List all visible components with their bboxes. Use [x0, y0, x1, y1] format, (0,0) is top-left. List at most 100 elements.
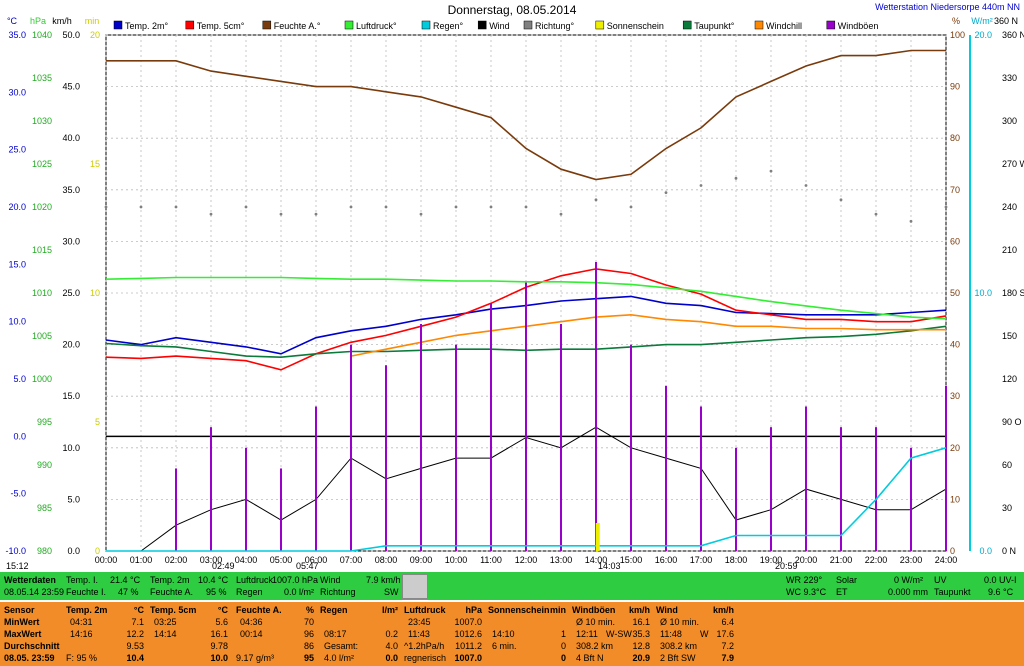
direction-point: [524, 205, 528, 209]
legend-label-1: Temp. 5cm°: [197, 21, 245, 31]
direction-point: [244, 205, 248, 209]
hpa-tick-3: 1025: [32, 159, 52, 169]
wind-avg10-value: 6.4: [721, 617, 734, 627]
legend-swatch-3: [344, 20, 354, 30]
direction-point: [874, 212, 878, 216]
feuchte-i-label: Feuchte I.: [66, 587, 107, 597]
kmh-tick-8: 10.0: [62, 443, 80, 453]
direction-point: [839, 198, 843, 202]
wind-avg: 7.2: [721, 641, 734, 651]
kmh-tick-5: 25.0: [62, 288, 80, 298]
solar-value: 0 W/m²: [894, 575, 923, 585]
hum-tick-6: 40: [950, 340, 960, 350]
hum-tick-10: 0: [950, 546, 955, 556]
sun-tick-1: 15: [90, 159, 100, 169]
hpa-tick-4: 1020: [32, 202, 52, 212]
feuchte-max-time: 00:14: [240, 629, 263, 639]
legend-label-5: Wind: [489, 21, 510, 31]
wind-max-value: 17.6: [716, 629, 734, 639]
feuchte-a-label: Feuchte A.: [150, 587, 194, 597]
wind-value: 7.9 km/h: [366, 575, 401, 585]
x-tick-6: 06:00: [305, 555, 328, 565]
x-tick-0: 00:00: [95, 555, 118, 565]
uv-value: 0.0 UV-I: [984, 575, 1017, 585]
axis-unit-5: W/m²: [971, 16, 993, 26]
windboen-max-dir: W-SW: [606, 629, 632, 639]
direction-point: [594, 198, 598, 202]
x-tick-12: 12:00: [515, 555, 538, 565]
solar-label: Solar: [836, 575, 858, 585]
dir-tick-11: 30: [1002, 503, 1012, 513]
direction-point: [489, 205, 493, 209]
series-line-9: [106, 447, 947, 552]
direction-point: [314, 212, 318, 216]
wind-max-time: 11:48: [660, 629, 682, 639]
temp2m-unit: °C: [133, 605, 144, 615]
luftdruck-avg: 1011.2: [455, 641, 482, 651]
direction-point: [734, 176, 738, 180]
direction-point: [944, 205, 948, 209]
regen-avg-label: Gesamt:: [324, 641, 359, 651]
hum-tick-2: 80: [950, 133, 960, 143]
regen-total: 4.0: [385, 641, 398, 651]
sunshine-bar: [595, 523, 600, 551]
direction-point: [699, 184, 703, 187]
hpa-tick-10: 990: [37, 460, 52, 470]
kmh-tick-0: 50.0: [62, 30, 80, 40]
x-tick-23: 23:00: [900, 555, 923, 565]
temp-tick-4: 15.0: [8, 259, 26, 269]
kmh-tick-9: 5.0: [67, 494, 80, 504]
temp2m-current: 10.4: [126, 653, 144, 663]
x-tick-1: 01:00: [130, 555, 153, 565]
feuchte-avg: 86: [303, 641, 314, 651]
legend-label-6: Richtung°: [535, 21, 575, 31]
annotation-4: 20:59: [775, 561, 798, 570]
statistics-table: Sensor MinWert MaxWert Durchschnitt 08.0…: [0, 602, 1024, 666]
kmh-tick-2: 40.0: [62, 133, 80, 143]
sonne-avg-label: 6 min.: [492, 641, 517, 651]
sonne-header: Sonnenschein: [488, 605, 550, 615]
series-line-2: [106, 49, 946, 181]
hpa-tick-1: 1035: [32, 73, 52, 83]
row-label-current: 08.05. 23:59: [4, 653, 55, 663]
chart-title: Donnerstag, 08.05.2014: [448, 3, 577, 17]
legend-label-9: Windchill: [766, 21, 802, 31]
temp-tick-6: 5.0: [13, 374, 26, 384]
kmh-tick-4: 30.0: [62, 236, 80, 246]
x-tick-20: 20:00: [795, 555, 818, 565]
x-tick-7: 07:00: [340, 555, 363, 565]
richtung-value: SW: [384, 587, 399, 597]
current-values-bar: Wetterdaten 08.05.14 23:59 Temp. I. 21.4…: [0, 572, 1024, 600]
temp2m-max-value: 12.2: [126, 629, 144, 639]
hpa-tick-2: 1030: [32, 116, 52, 126]
luftdruck-value: 1007.0 hPa: [272, 575, 319, 585]
station-name: Wetterstation Niedersorpe 440m NN: [875, 2, 1020, 12]
legend-swatch-9: [754, 20, 764, 30]
feuchte-min-time: 04:36: [240, 617, 263, 627]
feuchte-cur-label: 9.17 g/m³: [236, 653, 275, 663]
wind-rose-thumbnail: [402, 574, 428, 599]
sonne-avg: 0: [560, 641, 566, 651]
luftdruck-min-value: 1007.0: [454, 617, 482, 627]
sonne-current: 0: [560, 653, 566, 663]
wetterdaten-label: Wetterdaten: [4, 575, 56, 585]
temp-i-value: 21.4 °C: [110, 575, 141, 585]
annotation-1: 02:49: [212, 561, 235, 570]
hpa-tick-12: 980: [37, 546, 52, 556]
windboen-avg10-label: Ø 10 min.: [576, 617, 616, 627]
hum-tick-1: 90: [950, 82, 960, 92]
direction-point: [909, 219, 913, 223]
luftdruck-unit: hPa: [465, 605, 482, 615]
et-value: 0.000 mm: [888, 587, 929, 597]
wind-header: Wind: [656, 605, 678, 615]
kmh-tick-6: 20.0: [62, 340, 80, 350]
legend-label-7: Sonnenschein: [607, 21, 664, 31]
wind-label: Wind: [320, 575, 341, 585]
x-tick-24: 24:00: [935, 555, 958, 565]
x-tick-21: 21:00: [830, 555, 853, 565]
legend-swatch-4: [421, 20, 431, 30]
legend-swatch-1: [185, 20, 195, 30]
hum-tick-5: 50: [950, 288, 960, 298]
feuchte-i-value: 47 %: [118, 587, 139, 597]
et-label: ET: [836, 587, 848, 597]
